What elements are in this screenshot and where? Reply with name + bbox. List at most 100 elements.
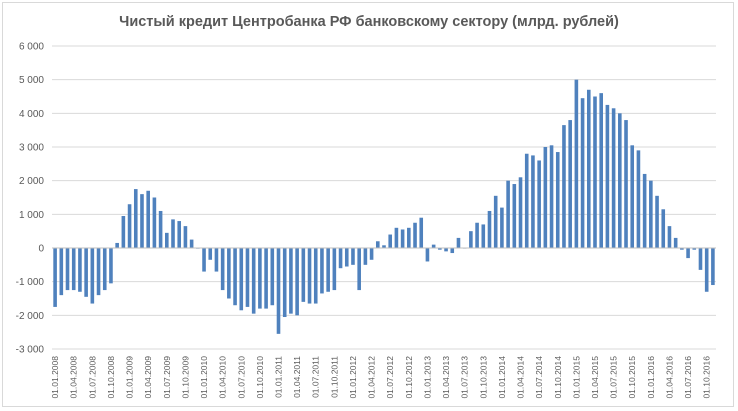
bar <box>338 248 343 269</box>
x-tick-label: 01.04.2016 <box>664 356 674 399</box>
x-tick-label: 01.10.2015 <box>627 356 637 399</box>
bar <box>524 153 529 248</box>
bar <box>698 248 703 270</box>
bar <box>711 248 715 286</box>
bar <box>593 96 597 248</box>
x-tick-label: 01.01.2015 <box>571 356 581 399</box>
bar <box>611 108 616 249</box>
bar <box>686 248 690 259</box>
bar <box>326 248 330 292</box>
bar <box>214 248 219 272</box>
bar <box>270 248 275 306</box>
bar <box>562 125 566 248</box>
bar <box>133 189 138 248</box>
bar <box>481 224 486 248</box>
bar <box>276 248 281 334</box>
bar <box>245 248 250 307</box>
x-tick-label: 01.07.2010 <box>236 356 246 399</box>
y-tick-label: -2 000 <box>16 311 45 322</box>
y-tick-label: 4 000 <box>19 109 44 120</box>
x-tick-label: 01.10.2011 <box>329 356 339 398</box>
bar <box>555 152 560 248</box>
x-tick-label: 01.04.2008 <box>69 356 79 399</box>
y-tick-label: 2 000 <box>19 176 44 187</box>
bar <box>53 248 57 307</box>
x-tick-label: 01.01.2012 <box>348 356 358 399</box>
bar <box>109 248 113 284</box>
bar <box>344 248 349 267</box>
bar <box>407 227 411 248</box>
bar <box>413 222 417 248</box>
bar <box>208 248 213 260</box>
x-tick-label: 01.10.2014 <box>553 356 563 399</box>
bar <box>475 222 479 248</box>
y-tick-label: 0 <box>38 244 44 255</box>
bar <box>127 204 132 248</box>
x-tick-label: 01.04.2015 <box>590 356 600 399</box>
bar <box>363 248 368 265</box>
bar <box>239 248 244 311</box>
bar <box>624 120 628 248</box>
bar <box>400 229 405 248</box>
y-axis-ticks: -3 000 -2 000 -1 000 0 1 000 2 000 3 000 4 000 5… <box>16 42 45 356</box>
y-tick-label: 1 000 <box>19 210 44 221</box>
x-tick-label: 01.07.2008 <box>87 356 97 399</box>
bar <box>394 227 399 248</box>
y-tick-label: 3 000 <box>19 143 44 154</box>
x-tick-label: 01.10.2009 <box>180 356 190 399</box>
bar <box>518 177 523 248</box>
bar <box>146 190 150 248</box>
bar <box>177 221 182 248</box>
bar <box>388 234 393 248</box>
bar <box>369 248 374 260</box>
bar <box>189 239 194 248</box>
bar <box>375 241 380 248</box>
bar <box>618 113 622 248</box>
x-tick-label: 01.01.2013 <box>422 356 432 399</box>
x-tick-label: 01.07.2015 <box>609 356 619 399</box>
x-tick-label: 01.10.2010 <box>255 356 265 399</box>
x-tick-label: 01.01.2008 <box>50 356 60 399</box>
x-tick-label: 01.07.2011 <box>311 356 321 398</box>
bar <box>636 150 641 248</box>
bar <box>227 248 231 299</box>
x-tick-label: 01.10.2013 <box>478 356 488 399</box>
bar <box>549 145 554 248</box>
bar <box>152 197 157 248</box>
x-tick-label: 01.01.2014 <box>497 356 507 399</box>
y-tick-label: -3 000 <box>16 345 45 356</box>
bar <box>233 248 237 306</box>
bar <box>586 89 591 249</box>
x-tick-label: 01.04.2010 <box>218 356 228 399</box>
x-tick-label: 01.07.2016 <box>683 356 693 399</box>
x-axis-ticks: 01.01.2008 01.04.2008 01.07.2008 01.10.2008… <box>50 356 712 399</box>
bar <box>332 248 337 291</box>
bar <box>649 180 653 248</box>
bar <box>543 147 548 248</box>
bar <box>642 173 647 248</box>
bar <box>605 104 610 249</box>
bar <box>282 248 287 318</box>
bar <box>258 248 262 309</box>
x-tick-label: 01.07.2013 <box>460 356 470 399</box>
bar <box>655 195 659 248</box>
y-tick-label: -1 000 <box>16 277 45 288</box>
x-tick-label: 01.07.2009 <box>162 356 172 399</box>
x-tick-label: 01.10.2012 <box>404 356 414 399</box>
bar <box>102 248 107 291</box>
bar <box>96 248 101 296</box>
x-tick-label: 01.01.2011 <box>274 356 284 398</box>
x-tick-label: 01.04.2011 <box>292 356 302 398</box>
bar <box>320 248 324 294</box>
y-tick-label: 5 000 <box>19 75 44 86</box>
bar <box>680 248 684 250</box>
x-tick-label: 01.04.2014 <box>516 356 526 399</box>
bar <box>692 248 697 250</box>
bar <box>537 160 541 248</box>
x-tick-label: 01.01.2009 <box>125 356 135 399</box>
bar <box>295 248 299 316</box>
bar <box>158 210 163 248</box>
bar <box>431 244 436 248</box>
x-tick-label: 01.10.2016 <box>702 356 712 399</box>
